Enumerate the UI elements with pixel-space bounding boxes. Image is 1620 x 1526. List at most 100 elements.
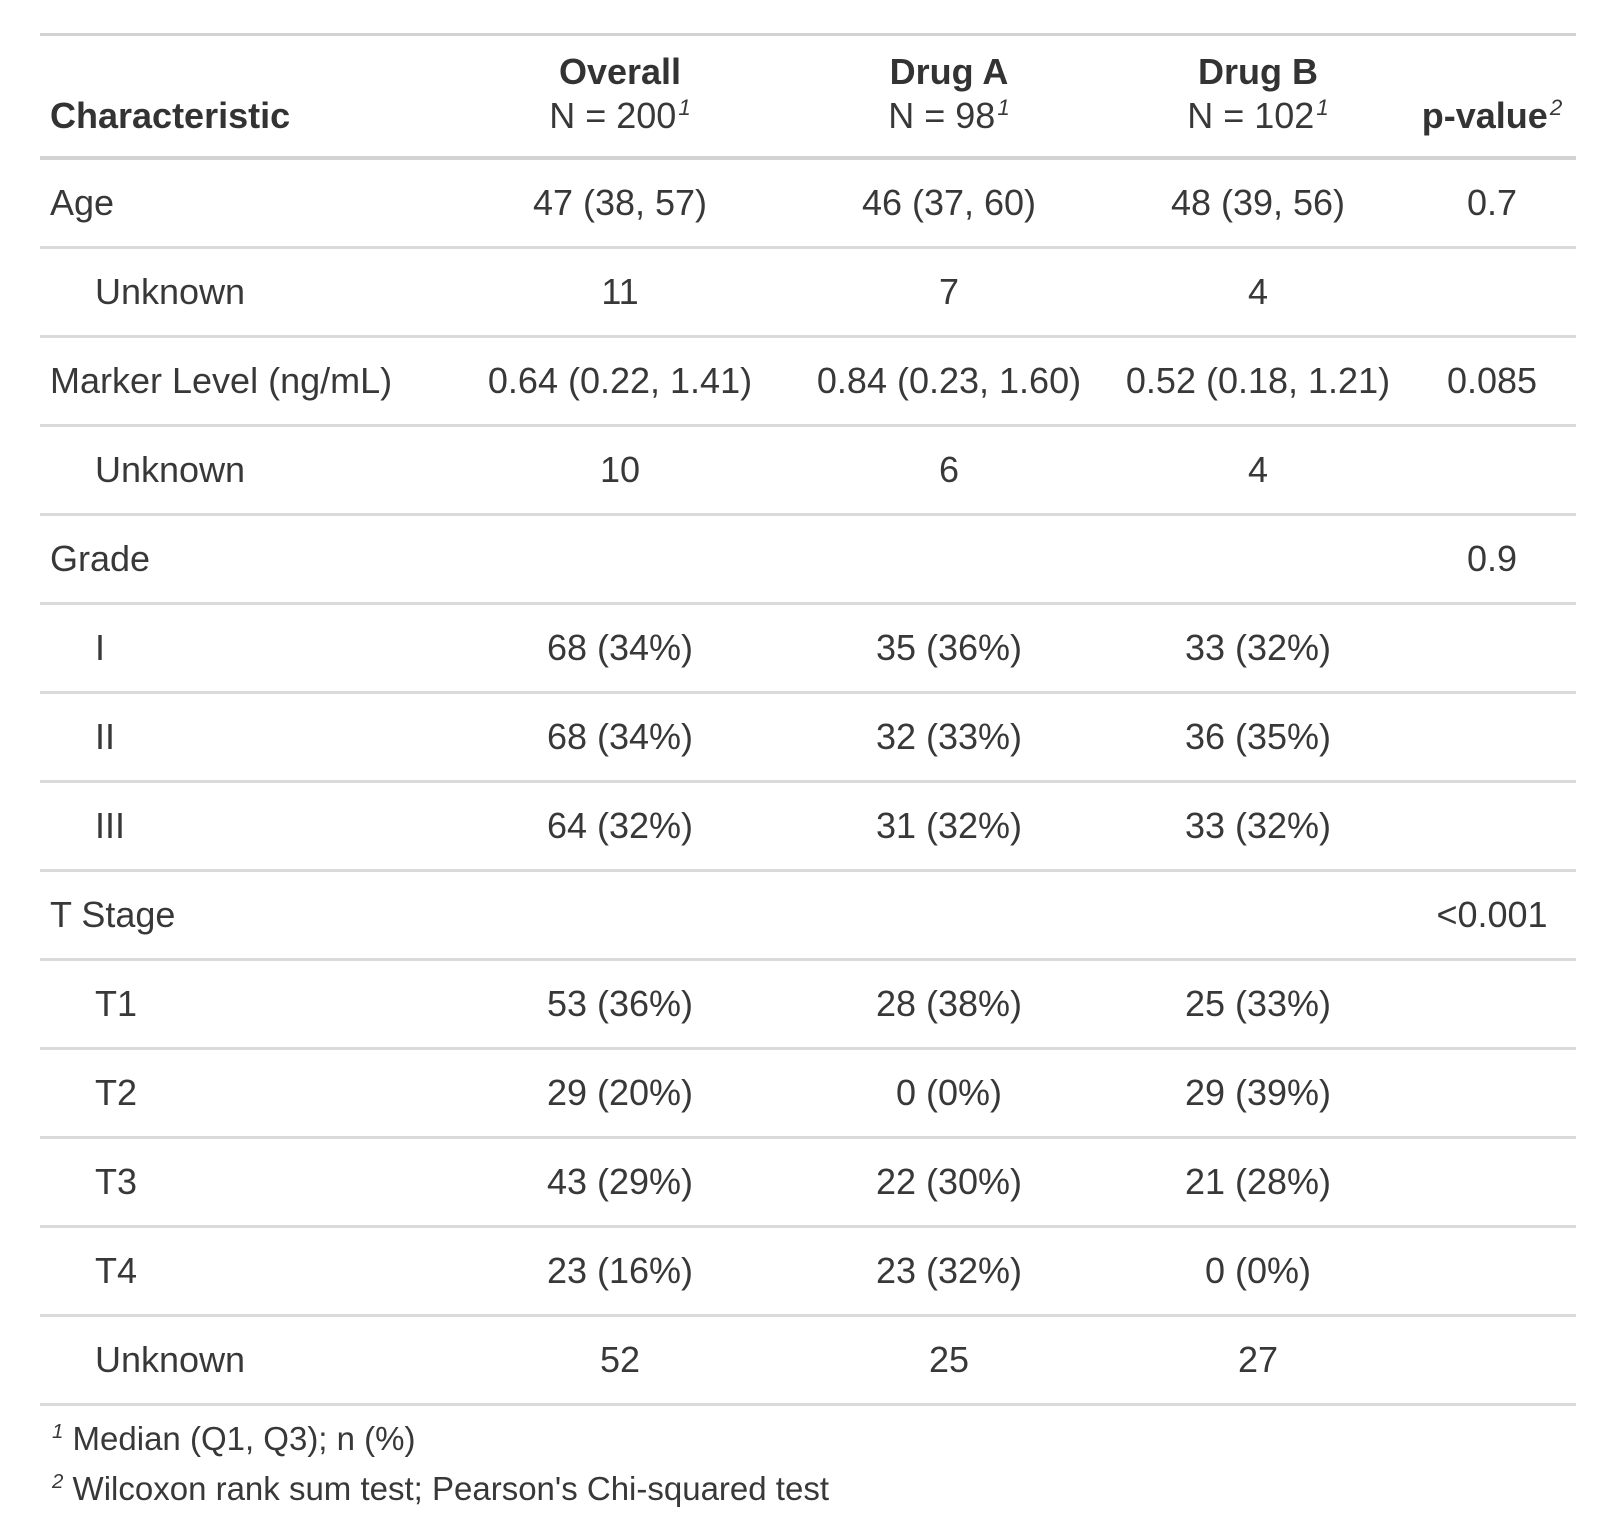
drug-b-cell: 4 — [1108, 247, 1408, 338]
drug-a-cell — [790, 870, 1108, 961]
table-row: T4 23 (16%) 23 (32%) 0 (0%) — [40, 1226, 1576, 1317]
p-value-cell — [1408, 1048, 1576, 1139]
p-value-cell — [1408, 603, 1576, 694]
overall-cell: 68 (34%) — [450, 692, 790, 783]
table-row: T3 43 (29%) 22 (30%) 21 (28%) — [40, 1137, 1576, 1228]
row-label-cell: II — [40, 692, 450, 783]
drug-b-cell: 25 (33%) — [1108, 959, 1408, 1050]
drug-a-cell: 32 (33%) — [790, 692, 1108, 783]
table-footnotes: 1 Median (Q1, Q3); n (%) 2 Wilcoxon rank… — [40, 1405, 1576, 1526]
p-value-cell: 0.9 — [1408, 514, 1576, 605]
overall-cell: 0.64 (0.22, 1.41) — [450, 336, 790, 427]
column-label: p-value — [1421, 95, 1548, 136]
row-label-cell: Unknown — [40, 425, 450, 516]
table-row: Unknown 10 6 4 — [40, 425, 1576, 516]
table-row: III 64 (32%) 31 (32%) 33 (32%) — [40, 781, 1576, 872]
column-sublabel: N = 2001 — [460, 94, 780, 138]
overall-cell: 11 — [450, 247, 790, 338]
drug-b-cell — [1108, 870, 1408, 961]
drug-a-cell: 6 — [790, 425, 1108, 516]
p-value-cell — [1408, 781, 1576, 872]
row-label-cell: Marker Level (ng/mL) — [40, 336, 450, 427]
footnote: 2 Wilcoxon rank sum test; Pearson's Chi-… — [50, 1464, 1566, 1514]
header-row: Characteristic Overall N = 2001 Drug A N… — [40, 34, 1576, 160]
drug-a-cell: 7 — [790, 247, 1108, 338]
table-row: Age 47 (38, 57) 46 (37, 60) 48 (39, 56) … — [40, 158, 1576, 249]
drug-b-cell: 48 (39, 56) — [1108, 158, 1408, 249]
footnote-mark: 2 — [52, 1470, 64, 1493]
footnote-text: Median (Q1, Q3); n (%) — [72, 1420, 416, 1457]
row-label-cell: Unknown — [40, 1315, 450, 1406]
drug-a-cell: 0.84 (0.23, 1.60) — [790, 336, 1108, 427]
drug-b-cell: 33 (32%) — [1108, 603, 1408, 694]
footnote-mark: 1 — [678, 95, 691, 120]
column-label: Characteristic — [50, 95, 291, 136]
summary-table: Characteristic Overall N = 2001 Drug A N… — [40, 33, 1576, 1526]
overall-cell: 23 (16%) — [450, 1226, 790, 1317]
drug-b-cell: 29 (39%) — [1108, 1048, 1408, 1139]
drug-a-cell: 28 (38%) — [790, 959, 1108, 1050]
footnote: 1 Median (Q1, Q3); n (%) — [50, 1414, 1566, 1464]
p-value-cell: 0.085 — [1408, 336, 1576, 427]
overall-cell: 53 (36%) — [450, 959, 790, 1050]
p-value-cell — [1408, 1226, 1576, 1317]
p-value-cell — [1408, 1315, 1576, 1406]
column-n: N = 102 — [1187, 95, 1315, 136]
col-header-overall: Overall N = 2001 — [450, 34, 790, 160]
column-label: Drug B — [1198, 51, 1318, 92]
footnote-text: Wilcoxon rank sum test; Pearson's Chi-sq… — [72, 1470, 829, 1507]
table-body: Age 47 (38, 57) 46 (37, 60) 48 (39, 56) … — [40, 158, 1576, 1406]
row-label-cell: T Stage — [40, 870, 450, 961]
row-label-cell: Age — [40, 158, 450, 249]
table-row: I 68 (34%) 35 (36%) 33 (32%) — [40, 603, 1576, 694]
overall-cell: 64 (32%) — [450, 781, 790, 872]
drug-b-cell: 36 (35%) — [1108, 692, 1408, 783]
overall-cell: 52 — [450, 1315, 790, 1406]
drug-b-cell: 0 (0%) — [1108, 1226, 1408, 1317]
col-header-p-value: p-value2 — [1408, 34, 1576, 160]
row-label-cell: I — [40, 603, 450, 694]
p-value-cell — [1408, 1137, 1576, 1228]
row-label-cell: Grade — [40, 514, 450, 605]
overall-cell — [450, 870, 790, 961]
table-row: T2 29 (20%) 0 (0%) 29 (39%) — [40, 1048, 1576, 1139]
overall-cell: 68 (34%) — [450, 603, 790, 694]
table-row: Unknown 52 25 27 — [40, 1315, 1576, 1406]
table-row: Unknown 11 7 4 — [40, 247, 1576, 338]
drug-a-cell — [790, 514, 1108, 605]
row-label-cell: T1 — [40, 959, 450, 1050]
footnote-row: 1 Median (Q1, Q3); n (%) 2 Wilcoxon rank… — [40, 1405, 1576, 1526]
drug-b-cell — [1108, 514, 1408, 605]
row-label-cell: T4 — [40, 1226, 450, 1317]
table-row: Grade 0.9 — [40, 514, 1576, 605]
drug-a-cell: 25 — [790, 1315, 1108, 1406]
overall-cell: 29 (20%) — [450, 1048, 790, 1139]
p-value-cell: <0.001 — [1408, 870, 1576, 961]
column-sublabel: N = 981 — [800, 94, 1098, 138]
p-value-cell — [1408, 959, 1576, 1050]
overall-cell: 47 (38, 57) — [450, 158, 790, 249]
overall-cell: 10 — [450, 425, 790, 516]
column-label: Drug A — [889, 51, 1009, 92]
footnote-mark: 1 — [52, 1420, 64, 1443]
col-header-drug-b: Drug B N = 1021 — [1108, 34, 1408, 160]
table-row: T Stage <0.001 — [40, 870, 1576, 961]
p-value-cell: 0.7 — [1408, 158, 1576, 249]
drug-b-cell: 33 (32%) — [1108, 781, 1408, 872]
table-footer: 1 Median (Q1, Q3); n (%) 2 Wilcoxon rank… — [40, 1405, 1576, 1526]
footnote-mark: 2 — [1549, 95, 1563, 120]
footnote-mark: 1 — [997, 95, 1010, 120]
overall-cell: 43 (29%) — [450, 1137, 790, 1228]
table-header: Characteristic Overall N = 2001 Drug A N… — [40, 34, 1576, 160]
column-n: N = 200 — [549, 95, 677, 136]
row-label-cell: Unknown — [40, 247, 450, 338]
column-label: Overall — [558, 51, 682, 92]
drug-a-cell: 22 (30%) — [790, 1137, 1108, 1228]
col-header-characteristic: Characteristic — [40, 34, 450, 160]
p-value-cell — [1408, 425, 1576, 516]
drug-a-cell: 31 (32%) — [790, 781, 1108, 872]
row-label-cell: T2 — [40, 1048, 450, 1139]
table-row: II 68 (34%) 32 (33%) 36 (35%) — [40, 692, 1576, 783]
drug-a-cell: 0 (0%) — [790, 1048, 1108, 1139]
